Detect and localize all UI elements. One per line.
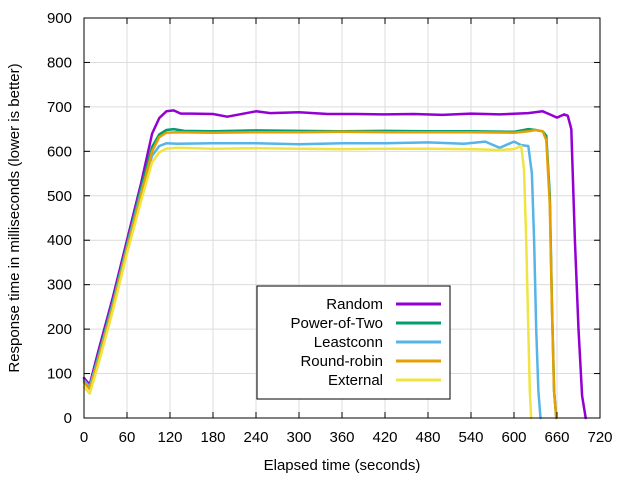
x-tick-label: 600: [501, 429, 526, 446]
series-line-random: [82, 109, 587, 420]
y-tick-label: 300: [47, 277, 72, 294]
x-tick-label: 240: [243, 429, 268, 446]
y-tick-label: 0: [64, 410, 72, 427]
x-tick-label: 300: [286, 429, 311, 446]
y-axis-label: Response time in milliseconds (lower is …: [6, 63, 23, 372]
legend-label-random: Random: [326, 296, 383, 313]
legend-label-external: External: [328, 372, 383, 389]
x-tick-label: 120: [157, 429, 182, 446]
series-layer: [82, 109, 587, 420]
y-tick-label: 800: [47, 54, 72, 71]
x-tick-label: 660: [544, 429, 569, 446]
y-tick-label: 400: [47, 232, 72, 249]
y-tick-label: 600: [47, 143, 72, 160]
x-tick-label: 540: [458, 429, 483, 446]
y-tick-label: 500: [47, 188, 72, 205]
x-tick-label: 720: [587, 429, 612, 446]
legend-label-power-of-two: Power-of-Two: [290, 315, 383, 332]
axis-ticks: 0 60 120 180 240 300 360 420 480 540 600 660 720 0 100…: [47, 10, 613, 446]
series-line-external: [82, 144, 533, 420]
x-tick-label: 0: [80, 429, 88, 446]
x-tick-label: 360: [329, 429, 354, 446]
y-tick-label: 100: [47, 366, 72, 383]
legend-label-round-robin: Round-robin: [300, 353, 383, 370]
legend: Random Power-of-Two Leastconn Round-robin Ex…: [256, 285, 451, 400]
series-line-round-robin: [82, 128, 558, 420]
y-tick-label: 700: [47, 99, 72, 116]
x-tick-label: 480: [415, 429, 440, 446]
x-tick-label: 420: [372, 429, 397, 446]
legend-label-leastconn: Leastconn: [314, 334, 383, 351]
x-axis-label: Elapsed time (seconds): [264, 457, 421, 474]
x-tick-label: 180: [200, 429, 225, 446]
y-tick-label: 200: [47, 321, 72, 338]
x-tick-label: 60: [119, 429, 136, 446]
y-tick-label: 900: [47, 10, 72, 27]
